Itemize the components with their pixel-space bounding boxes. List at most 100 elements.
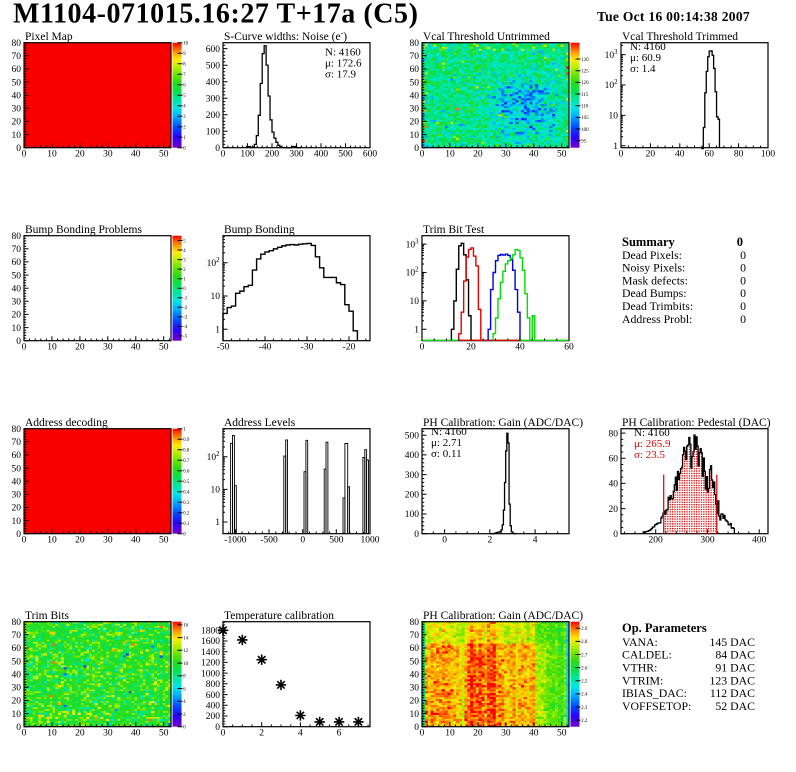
svg-text:60: 60 bbox=[564, 343, 574, 353]
svg-text:0: 0 bbox=[737, 235, 743, 249]
svg-text:200: 200 bbox=[405, 491, 420, 501]
svg-text:123 DAC: 123 DAC bbox=[709, 673, 755, 687]
svg-text:0: 0 bbox=[414, 144, 419, 154]
svg-text:500: 500 bbox=[206, 61, 221, 71]
svg-text:μ: 172.6: μ: 172.6 bbox=[325, 58, 362, 70]
svg-text:20: 20 bbox=[609, 505, 619, 515]
svg-text:50: 50 bbox=[159, 150, 169, 160]
svg-text:0: 0 bbox=[221, 150, 226, 160]
svg-text:0: 0 bbox=[16, 723, 21, 733]
svg-text:-5: -5 bbox=[183, 335, 188, 340]
svg-text:1200: 1200 bbox=[201, 659, 220, 669]
svg-text:10: 10 bbox=[445, 150, 455, 160]
svg-text:0.6: 0.6 bbox=[183, 470, 190, 475]
svg-text:Address decoding: Address decoding bbox=[25, 417, 108, 429]
svg-text:Dead Bumps:: Dead Bumps: bbox=[622, 286, 687, 300]
svg-text:6: 6 bbox=[183, 84, 186, 89]
svg-text:30: 30 bbox=[12, 491, 22, 501]
svg-text:4: 4 bbox=[183, 700, 186, 705]
svg-text:20: 20 bbox=[12, 311, 22, 321]
svg-text:100: 100 bbox=[405, 510, 420, 520]
svg-text:0: 0 bbox=[16, 144, 21, 154]
svg-text:110: 110 bbox=[581, 105, 589, 110]
svg-text:70: 70 bbox=[12, 52, 22, 62]
svg-text:Summary: Summary bbox=[622, 235, 676, 249]
svg-text:40: 40 bbox=[12, 670, 22, 680]
svg-text:80: 80 bbox=[12, 39, 22, 49]
svg-text:VTHR:: VTHR: bbox=[622, 661, 657, 675]
svg-text:200: 200 bbox=[206, 111, 221, 121]
svg-text:50: 50 bbox=[159, 343, 169, 353]
svg-text:40: 40 bbox=[12, 284, 22, 294]
svg-text:600: 600 bbox=[363, 150, 378, 160]
svg-text:80: 80 bbox=[12, 618, 22, 628]
svg-text:400: 400 bbox=[314, 150, 329, 160]
svg-text:5: 5 bbox=[183, 94, 186, 99]
svg-text:10: 10 bbox=[410, 131, 420, 141]
svg-text:1: 1 bbox=[183, 277, 186, 282]
svg-text:30: 30 bbox=[12, 105, 22, 115]
svg-text:2: 2 bbox=[183, 713, 186, 718]
svg-text:Dead Trimbits:: Dead Trimbits: bbox=[622, 299, 693, 313]
svg-text:200: 200 bbox=[206, 712, 221, 722]
svg-text:2.2: 2.2 bbox=[581, 719, 588, 724]
svg-text:52 DAC: 52 DAC bbox=[715, 699, 755, 713]
svg-text:600: 600 bbox=[206, 45, 221, 55]
svg-text:VTRIM:: VTRIM: bbox=[622, 673, 663, 687]
svg-text:70: 70 bbox=[410, 52, 420, 62]
svg-text:50: 50 bbox=[12, 464, 22, 474]
svg-text:N: 4160: N: 4160 bbox=[634, 427, 670, 439]
svg-text:0: 0 bbox=[183, 726, 186, 731]
svg-text:2: 2 bbox=[183, 126, 186, 131]
svg-text:2.5: 2.5 bbox=[581, 680, 588, 685]
svg-text:0: 0 bbox=[16, 530, 21, 540]
svg-text:N: 4160: N: 4160 bbox=[431, 426, 467, 438]
svg-text:300: 300 bbox=[206, 94, 221, 104]
svg-text:30: 30 bbox=[103, 729, 113, 739]
svg-text:0: 0 bbox=[740, 273, 746, 287]
svg-text:500: 500 bbox=[329, 536, 344, 546]
svg-text:400: 400 bbox=[752, 536, 767, 546]
svg-text:6: 6 bbox=[337, 729, 342, 739]
svg-text:0: 0 bbox=[420, 150, 425, 160]
svg-text:1400: 1400 bbox=[201, 648, 220, 658]
svg-text:10: 10 bbox=[609, 112, 619, 122]
svg-text:Tue Oct 16 00:14:38 2007: Tue Oct 16 00:14:38 2007 bbox=[597, 9, 750, 24]
svg-text:12: 12 bbox=[183, 649, 189, 654]
svg-text:60: 60 bbox=[12, 258, 22, 268]
svg-text:100: 100 bbox=[206, 127, 221, 137]
svg-text:300: 300 bbox=[700, 536, 715, 546]
svg-text:Vcal Threshold Trimmed: Vcal Threshold Trimmed bbox=[622, 31, 738, 43]
svg-text:40: 40 bbox=[131, 343, 141, 353]
svg-text:16: 16 bbox=[183, 624, 189, 629]
svg-text:S-Curve widths: Noise (e-): S-Curve widths: Noise (e-) bbox=[224, 29, 347, 43]
svg-text:0.3: 0.3 bbox=[183, 501, 190, 506]
svg-text:60: 60 bbox=[704, 150, 714, 160]
svg-text:70: 70 bbox=[410, 631, 420, 641]
svg-text:0.5: 0.5 bbox=[183, 480, 190, 485]
svg-text:50: 50 bbox=[12, 271, 22, 281]
svg-text:40: 40 bbox=[515, 343, 525, 353]
svg-text:20: 20 bbox=[410, 118, 420, 128]
svg-text:PH Calibration: Gain (ADC/DAC): PH Calibration: Gain (ADC/DAC) bbox=[423, 417, 583, 429]
svg-text:0: 0 bbox=[740, 261, 746, 275]
svg-text:0: 0 bbox=[215, 144, 220, 154]
svg-text:125: 125 bbox=[581, 70, 589, 75]
svg-text:300: 300 bbox=[289, 150, 304, 160]
svg-text:9: 9 bbox=[183, 52, 186, 57]
svg-text:70: 70 bbox=[12, 438, 22, 448]
svg-text:0.4: 0.4 bbox=[183, 491, 190, 496]
svg-text:1: 1 bbox=[215, 326, 220, 336]
svg-text:μ: 60.9: μ: 60.9 bbox=[630, 52, 661, 64]
svg-text:10: 10 bbox=[47, 343, 57, 353]
svg-text:10: 10 bbox=[47, 729, 57, 739]
svg-text:3: 3 bbox=[183, 258, 186, 263]
svg-text:100: 100 bbox=[761, 150, 776, 160]
svg-text:10: 10 bbox=[410, 710, 420, 720]
svg-text:70: 70 bbox=[12, 631, 22, 641]
svg-text:-40: -40 bbox=[259, 343, 272, 353]
svg-text:0: 0 bbox=[16, 337, 21, 347]
svg-text:70: 70 bbox=[12, 245, 22, 255]
svg-text:500: 500 bbox=[405, 431, 420, 441]
svg-text:40: 40 bbox=[410, 670, 420, 680]
